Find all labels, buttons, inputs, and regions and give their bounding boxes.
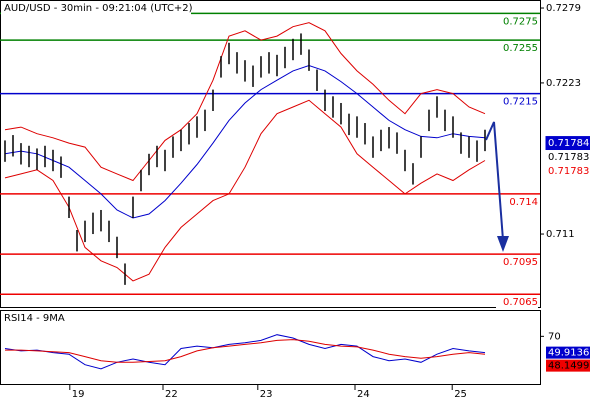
- rsi-line: [5, 339, 486, 363]
- rsi-label: 49.9136: [548, 348, 589, 359]
- level-label-bg: [496, 195, 538, 208]
- price-label-bg: [545, 150, 590, 165]
- price-label-bg: [545, 136, 590, 151]
- price-label: 0.71783: [548, 166, 589, 177]
- level-label: 0.7215: [503, 97, 538, 108]
- overlay-line: [4, 22, 486, 182]
- x-tick-label: 22: [165, 389, 178, 400]
- arrow-head: [497, 236, 509, 252]
- level-label-bg: [496, 15, 538, 28]
- level-label-bg: [496, 256, 538, 269]
- rsi-line: [4, 334, 486, 370]
- rsi-y-tick-label: 70: [548, 331, 561, 342]
- overlay-line: [4, 64, 486, 219]
- rsi-label-bg: [546, 346, 590, 359]
- level-label-bg: [496, 95, 538, 108]
- level-label: 0.7065: [503, 297, 538, 308]
- rsi-panel: [0, 310, 541, 385]
- overlay-line: [4, 99, 486, 282]
- level-label: 0.7275: [503, 16, 538, 27]
- x-tick-label: 25: [454, 389, 467, 400]
- plot-layer: 0.7275 0.7255 0.7215 0.714 0.7095 0.7065 0.727…: [0, 3, 590, 400]
- level-label: 0.7095: [503, 257, 538, 268]
- y-tick-label: 0.7279: [546, 3, 581, 14]
- title-bg: [1, 1, 191, 15]
- forecast-arrow: [485, 121, 504, 241]
- level-label-bg: [496, 42, 538, 55]
- chart-title: AUD/USD - 30min - 09:21:04 (UTC+2): [4, 3, 193, 14]
- level-label: 0.7255: [503, 43, 538, 54]
- x-tick-label: 19: [72, 389, 85, 400]
- x-tick-label: 24: [357, 389, 370, 400]
- level-label-bg: [496, 296, 538, 309]
- rsi-title: RSI14 - 9MA: [4, 313, 65, 324]
- price-label: 0.71783: [548, 152, 589, 163]
- price-panel: [0, 0, 541, 308]
- level-label: 0.714: [509, 197, 538, 208]
- rsi-label-bg: [546, 359, 590, 372]
- rsi-label: 48.1499: [548, 361, 589, 372]
- price-label: 0.71784: [548, 138, 589, 149]
- price-label-bg: [545, 164, 590, 179]
- y-tick-label: 0.711: [546, 229, 575, 240]
- y-tick-label: 0.7223: [546, 78, 581, 89]
- x-tick-label: 23: [260, 389, 273, 400]
